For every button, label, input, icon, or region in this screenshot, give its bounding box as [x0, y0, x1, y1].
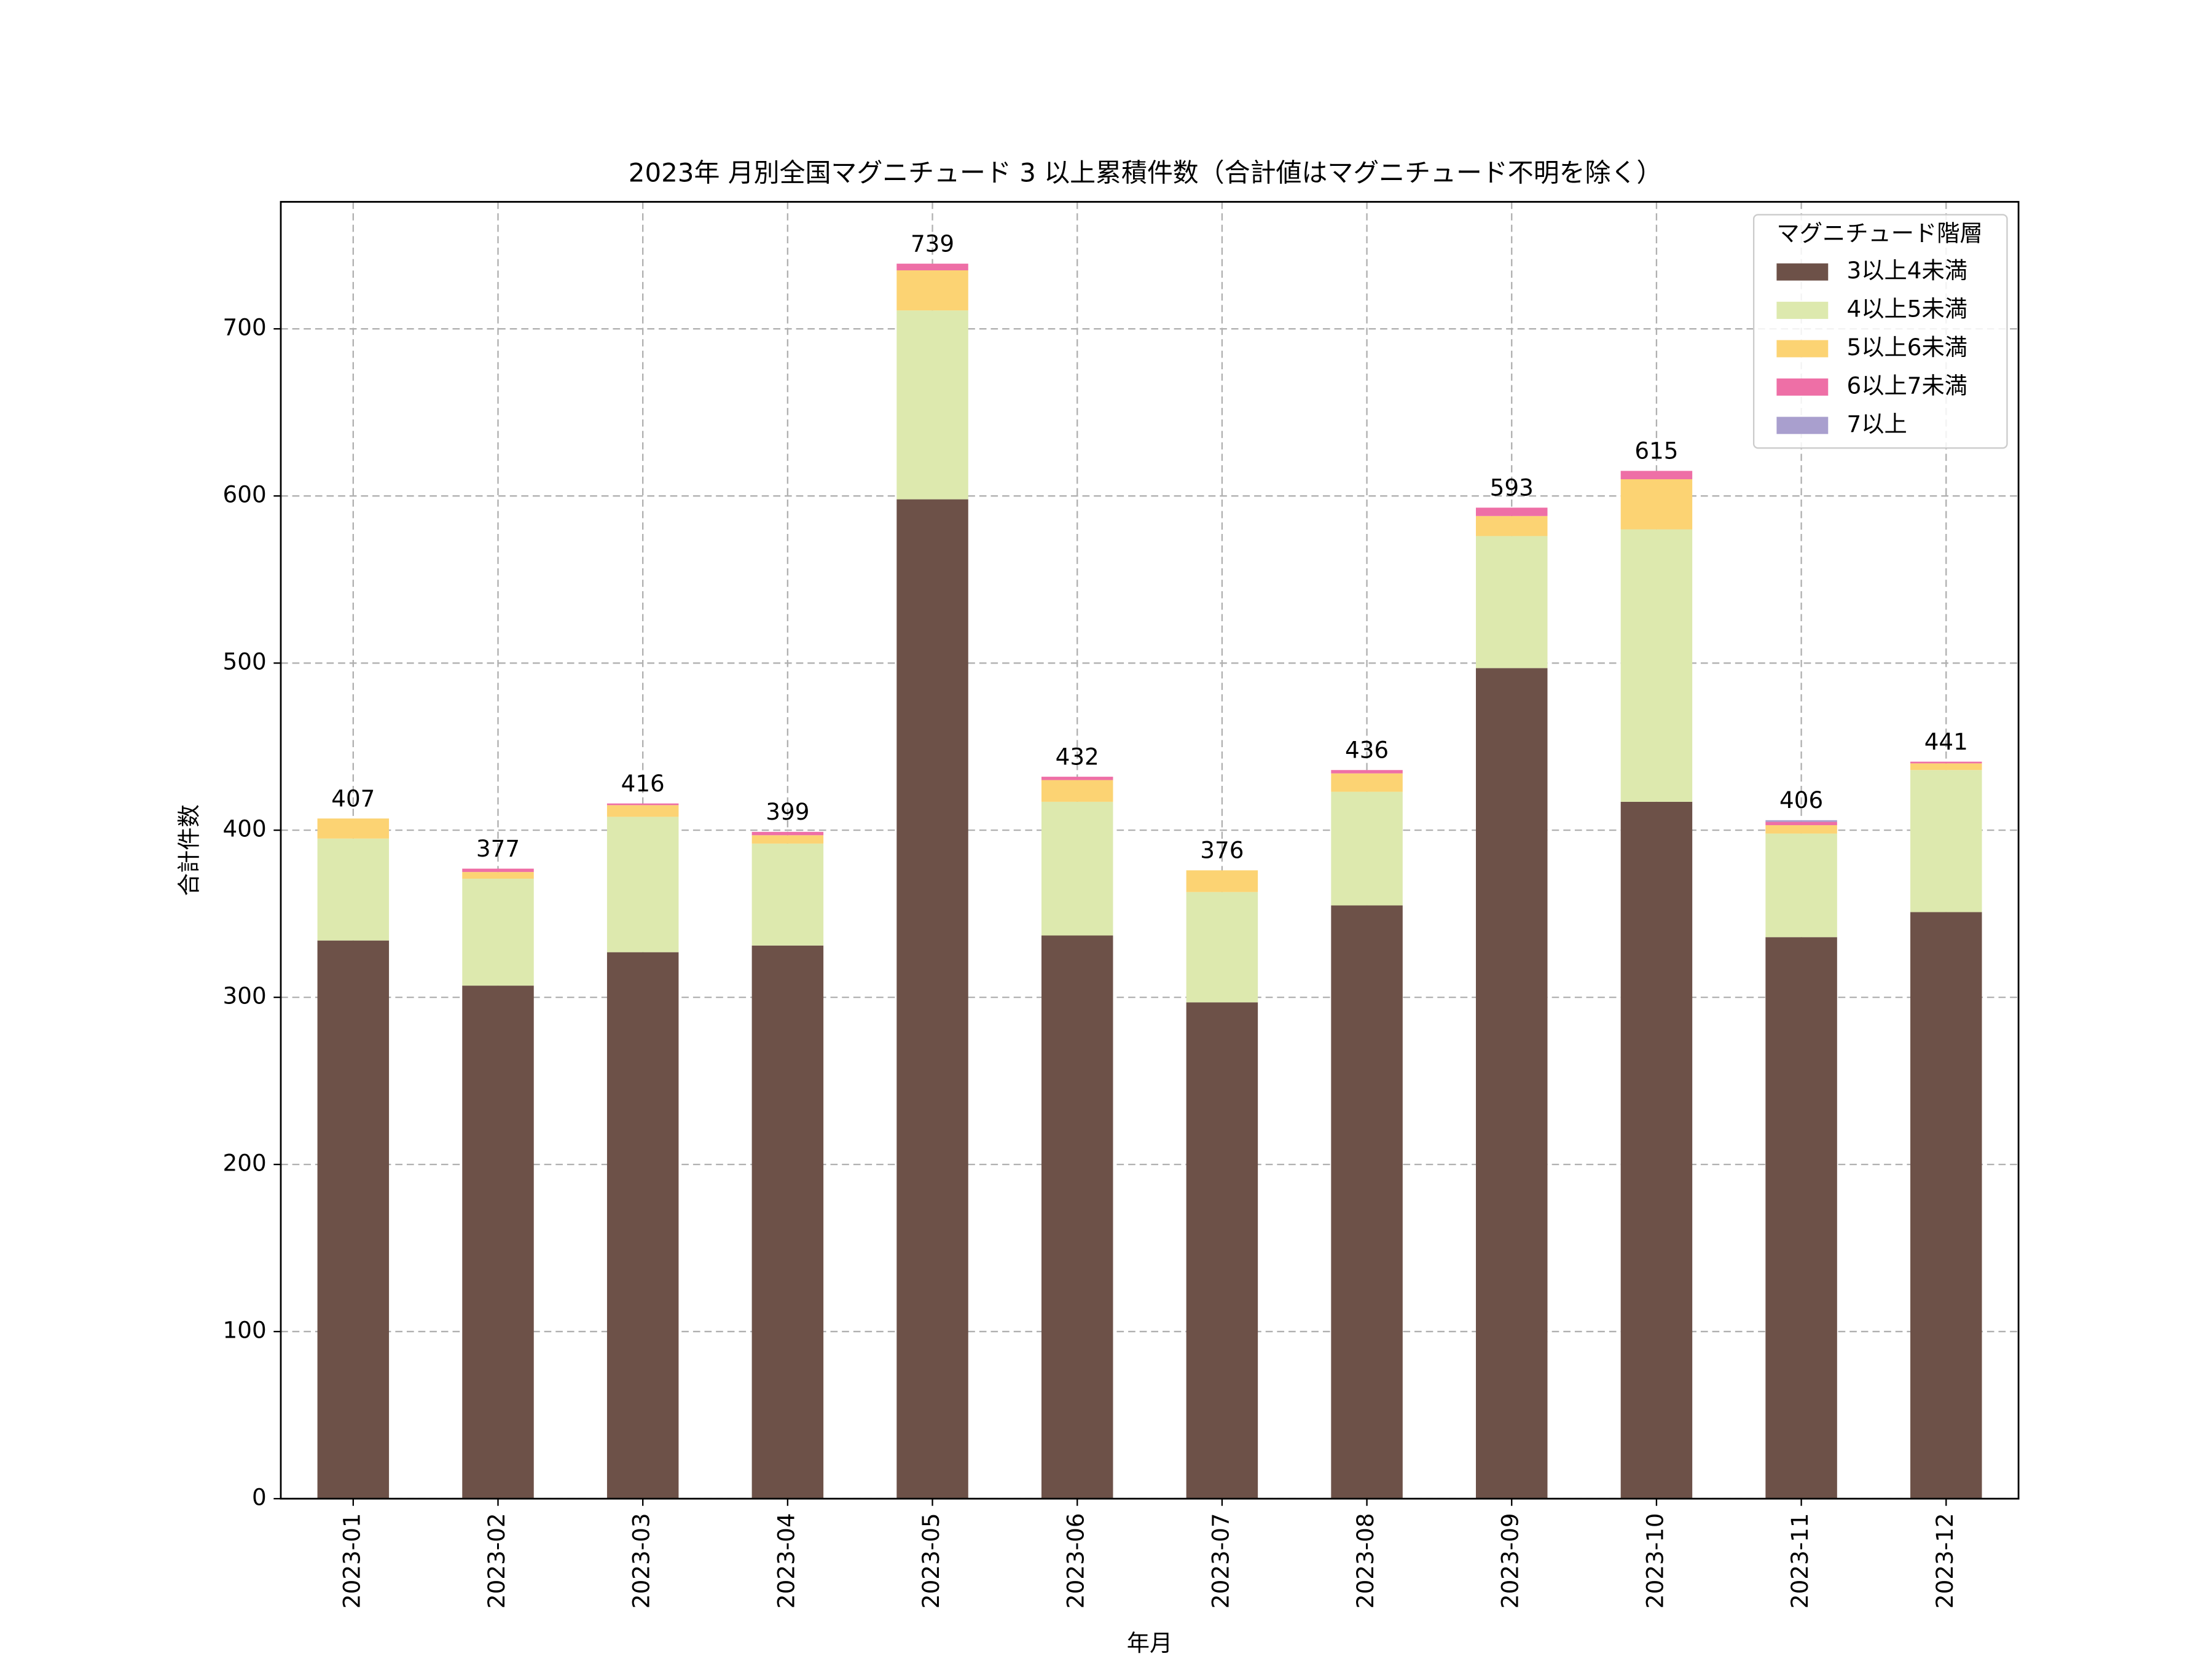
bar-segment — [1476, 668, 1548, 1499]
legend-label: 6以上7未満 — [1847, 372, 1967, 399]
bar-segment — [1765, 822, 1837, 825]
legend-label: 3以上4未満 — [1847, 257, 1967, 284]
legend-label: 5以上6未満 — [1847, 334, 1967, 361]
bar-segment — [1331, 905, 1403, 1499]
x-tick-label: 2023-02 — [483, 1513, 510, 1609]
bar-segment — [751, 831, 824, 836]
bar-segment — [1041, 801, 1113, 936]
bar-segment — [1041, 777, 1113, 780]
x-tick-label: 2023-08 — [1352, 1513, 1379, 1609]
x-tick-label: 2023-06 — [1062, 1513, 1089, 1609]
bar-segment — [751, 835, 824, 844]
bar-segment — [896, 310, 968, 500]
bar-segment — [317, 838, 390, 941]
bar-segment — [1186, 870, 1258, 892]
x-tick-label: 2023-07 — [1207, 1513, 1234, 1609]
legend-title: マグニチュード階層 — [1776, 220, 1982, 247]
bar-segment — [606, 803, 679, 806]
legend-swatch — [1776, 302, 1829, 320]
bar-segment — [1620, 529, 1693, 802]
legend-swatch — [1776, 378, 1829, 396]
bar-segment — [1041, 780, 1113, 802]
bar-segment — [1331, 770, 1403, 774]
y-tick-label: 500 — [223, 648, 267, 675]
y-tick-label: 100 — [223, 1317, 267, 1344]
bar-segment — [1765, 937, 1837, 1499]
total-label: 407 — [331, 785, 375, 812]
x-tick-label: 2023-10 — [1641, 1513, 1668, 1609]
total-label: 615 — [1634, 437, 1678, 465]
y-tick-label: 400 — [223, 815, 267, 842]
y-tick-label: 700 — [223, 314, 267, 341]
x-tick-label: 2023-05 — [917, 1513, 944, 1609]
y-tick-label: 300 — [223, 982, 267, 1010]
x-tick-label: 2023-09 — [1497, 1513, 1524, 1609]
legend-swatch — [1776, 417, 1829, 434]
x-tick-label: 2023-11 — [1786, 1513, 1813, 1609]
total-label: 436 — [1345, 736, 1389, 763]
bar-segment — [1476, 536, 1548, 669]
bar-segment — [1765, 833, 1837, 938]
bar-segment — [1331, 791, 1403, 906]
bar-segment — [462, 879, 534, 986]
bar-segment — [1186, 1002, 1258, 1499]
x-axis-label: 年月 — [1127, 1630, 1173, 1657]
total-label: 399 — [766, 798, 809, 825]
total-label: 441 — [1924, 728, 1968, 755]
bar-segment — [462, 872, 534, 879]
y-axis-label: 合計件数 — [176, 804, 203, 896]
bar-segment — [1910, 912, 1982, 1499]
bar-segment — [1186, 892, 1258, 1003]
bar-segment — [751, 945, 824, 1499]
bar-segment — [462, 986, 534, 1499]
bar-segment — [751, 843, 824, 946]
total-label: 377 — [476, 835, 520, 862]
total-label: 739 — [911, 230, 954, 257]
y-tick-label: 600 — [223, 481, 267, 508]
total-label: 593 — [1490, 474, 1534, 501]
bar-segment — [317, 818, 390, 839]
bar-segment — [606, 805, 679, 817]
legend-swatch — [1776, 263, 1829, 281]
bar-segment — [317, 940, 390, 1499]
bar-segment — [1476, 508, 1548, 516]
total-label: 376 — [1200, 837, 1244, 864]
y-tick-label: 0 — [252, 1484, 267, 1511]
plot-frame — [280, 201, 2020, 1500]
bar-segment — [1910, 763, 1982, 771]
x-tick-label: 2023-01 — [338, 1513, 365, 1609]
bar-segment — [606, 817, 679, 952]
bar-segment — [1620, 479, 1693, 530]
bar-segment — [1910, 761, 1982, 764]
total-label: 432 — [1056, 743, 1099, 770]
bar-segment — [896, 264, 968, 270]
x-tick-label: 2023-12 — [1931, 1513, 1958, 1609]
bar-segment — [606, 952, 679, 1499]
bar-segment — [896, 499, 968, 1499]
x-tick-label: 2023-04 — [772, 1513, 799, 1609]
bar-segment — [1620, 801, 1693, 1499]
y-tick-label: 200 — [223, 1150, 267, 1177]
bar-segment — [462, 868, 534, 873]
bar-segment — [1041, 935, 1113, 1499]
bar-segment — [1765, 825, 1837, 834]
total-label: 416 — [621, 770, 665, 797]
total-label: 406 — [1779, 786, 1823, 814]
legend-label: 4以上5未満 — [1847, 296, 1967, 323]
bar-segment — [1331, 773, 1403, 792]
bar-segment — [1910, 770, 1982, 912]
bar-segment — [1765, 820, 1837, 822]
chart-title: 2023年 月別全国マグニチュード 3 以上累積件数（合計値はマグニチュード不明… — [629, 158, 1663, 188]
x-tick-label: 2023-03 — [628, 1513, 655, 1609]
bar-segment — [896, 270, 968, 311]
bar-segment — [1476, 516, 1548, 536]
legend-label: 7以上 — [1847, 410, 1907, 437]
legend-swatch — [1776, 340, 1829, 358]
bar-segment — [1620, 471, 1693, 479]
